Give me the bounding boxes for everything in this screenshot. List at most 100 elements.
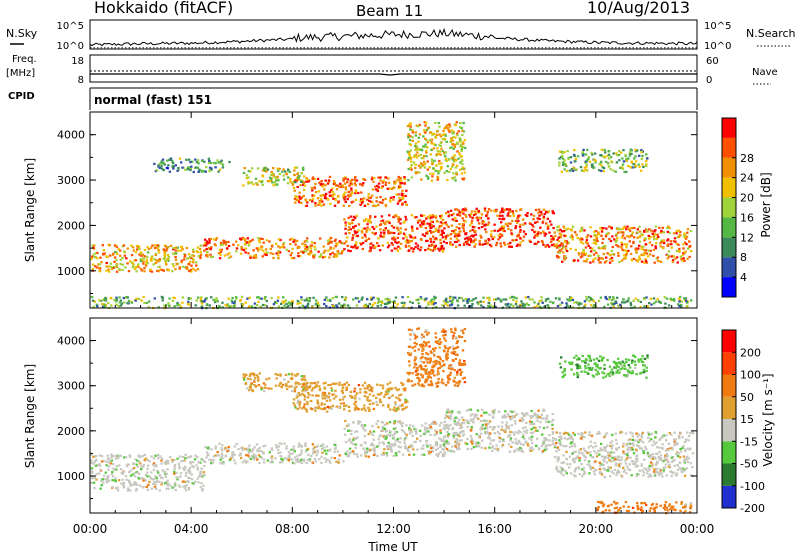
velocity-cell xyxy=(664,466,667,469)
velocity-cell xyxy=(533,422,536,426)
velocity-cell xyxy=(356,455,359,458)
power-cell xyxy=(309,250,313,253)
power-cell xyxy=(619,151,623,154)
velocity-cell xyxy=(146,467,149,470)
power-cell xyxy=(528,222,531,225)
power-cell xyxy=(123,301,126,304)
power-cell xyxy=(300,296,303,299)
power-cell xyxy=(624,153,627,157)
power-cell xyxy=(109,296,113,299)
power-cell xyxy=(130,254,134,257)
velocity-cell xyxy=(173,463,177,467)
power-cell xyxy=(391,243,394,246)
velocity-cell xyxy=(223,448,226,451)
power-cell xyxy=(252,183,255,186)
velocity-cell xyxy=(587,460,591,463)
power-cell xyxy=(675,249,679,252)
power-cell xyxy=(429,244,433,247)
power-cell xyxy=(426,222,429,225)
power-cell xyxy=(621,301,624,304)
velocity-cell xyxy=(280,442,283,445)
velocity-cell xyxy=(92,462,95,465)
power-cell xyxy=(407,133,410,136)
velocity-cell xyxy=(640,464,643,467)
velocity-cell xyxy=(183,486,186,490)
velocity-cell xyxy=(257,454,261,457)
power-cell xyxy=(157,251,161,254)
power-cell xyxy=(472,235,475,238)
power-cell xyxy=(156,260,160,263)
power-cell xyxy=(426,177,430,180)
power-cell xyxy=(176,246,179,249)
power-cell xyxy=(200,169,204,172)
velocity-cell xyxy=(498,436,501,440)
power-cell xyxy=(200,304,204,307)
power-cell xyxy=(536,232,540,235)
power-cell xyxy=(404,228,407,231)
velocity-cell xyxy=(372,438,375,441)
power-cell xyxy=(676,261,679,264)
velocity-cell xyxy=(608,475,612,478)
velocity-cell xyxy=(259,455,262,458)
power-cell xyxy=(403,177,406,181)
velocity-cell xyxy=(529,423,532,426)
velocity-cell xyxy=(609,444,612,448)
velocity-cell xyxy=(212,455,215,458)
velocity-cell xyxy=(233,459,236,462)
velocity-cell xyxy=(434,448,438,452)
velocity-cell xyxy=(667,460,670,463)
power-cell xyxy=(433,238,436,241)
velocity-cell xyxy=(133,466,136,470)
velocity-cell xyxy=(206,446,210,449)
power-cell xyxy=(397,232,401,235)
power-cell xyxy=(643,305,646,308)
velocity-cell xyxy=(426,445,429,448)
power-cell xyxy=(455,240,458,243)
power-cell xyxy=(450,214,454,217)
power-cell xyxy=(381,301,384,304)
power-cell xyxy=(417,148,420,151)
velocity-cell xyxy=(501,443,505,447)
velocity-cell xyxy=(434,441,438,444)
power-cell xyxy=(615,153,619,157)
power-cell xyxy=(282,296,285,299)
velocity-cell xyxy=(625,472,628,475)
velocity-cell xyxy=(653,474,657,477)
power-cell xyxy=(579,238,582,241)
power-cell xyxy=(264,166,267,169)
power-cell xyxy=(300,179,303,182)
power-cell xyxy=(612,297,616,300)
velocity-cell xyxy=(160,457,164,460)
velocity-cell xyxy=(260,450,263,453)
power-cell xyxy=(420,238,423,241)
power-cell xyxy=(111,253,115,256)
velocity-cell xyxy=(160,481,164,484)
power-cell xyxy=(571,306,574,309)
power-cell xyxy=(208,239,211,242)
velocity-cell xyxy=(354,437,357,440)
velocity-cell xyxy=(349,451,352,454)
velocity-cell xyxy=(667,465,671,468)
power-cell xyxy=(325,192,328,195)
power-cell xyxy=(583,300,587,303)
velocity-cell xyxy=(292,447,295,451)
power-cell xyxy=(499,233,502,236)
power-cell xyxy=(400,193,403,197)
power-cell xyxy=(686,300,689,303)
velocity-cell xyxy=(509,410,512,413)
velocity-cell xyxy=(369,430,372,433)
power-cell xyxy=(538,217,541,220)
velocity-cell xyxy=(406,448,409,451)
power-cell xyxy=(90,257,93,261)
velocity-cell xyxy=(514,422,517,425)
power-cell xyxy=(430,142,433,145)
power-cell xyxy=(410,225,414,228)
velocity-cell xyxy=(402,430,405,433)
power-cell xyxy=(636,231,639,234)
power-cell xyxy=(399,176,402,179)
power-cell xyxy=(524,214,528,217)
power-cell xyxy=(235,247,239,250)
power-cell xyxy=(480,213,484,216)
power-cell xyxy=(620,241,623,244)
power-cell xyxy=(477,211,481,214)
